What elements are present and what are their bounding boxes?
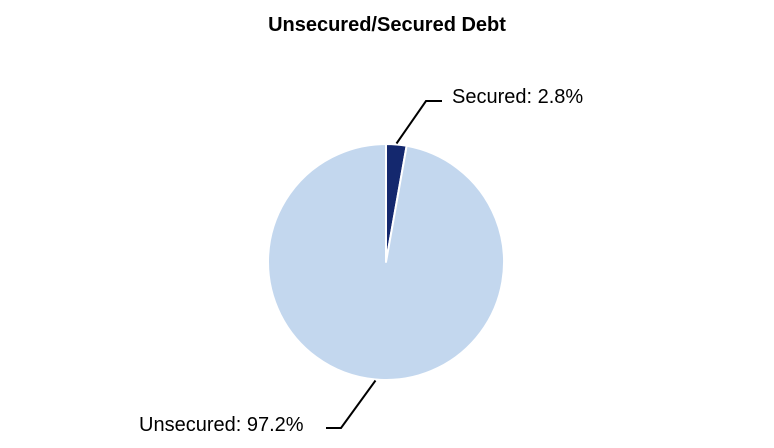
pie-slice-unsecured [267, 143, 505, 381]
slice-label-secured: Secured: 2.8% [452, 86, 584, 108]
slice-label-unsecured: Unsecured: 97.2% [139, 414, 304, 436]
chart-title: Unsecured/Secured Debt [268, 14, 506, 36]
leader-line-secured [395, 100, 442, 145]
leader-line-unsecured [326, 379, 377, 429]
